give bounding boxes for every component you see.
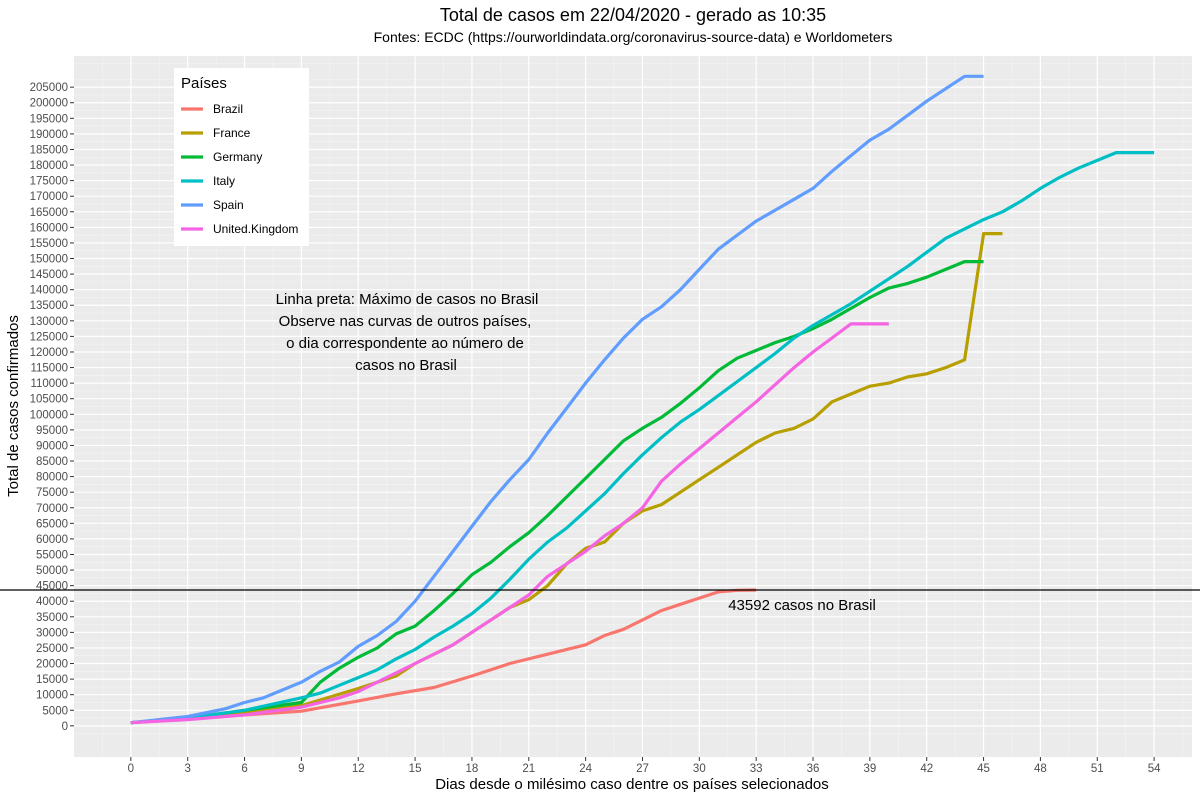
x-tick-label: 15 <box>409 763 422 775</box>
annotation-line-4: casos no Brasil <box>355 357 457 374</box>
x-axis-title: Dias desde o milésimo caso dentre os paí… <box>435 776 829 793</box>
y-tick-label: 55000 <box>36 549 68 561</box>
series-line-germany <box>130 260 984 725</box>
x-tick-label: 54 <box>1148 763 1161 775</box>
y-tick-label: 185000 <box>30 144 68 156</box>
y-tick-label: 145000 <box>30 269 68 281</box>
y-tick-label: 95000 <box>36 425 68 437</box>
y-tick-label: 180000 <box>30 160 68 172</box>
y-tick-label: 105000 <box>30 394 68 406</box>
x-tick-label: 24 <box>579 763 592 775</box>
y-tick-label: 70000 <box>36 503 68 515</box>
y-tick-label: 65000 <box>36 518 68 530</box>
legend-label-germany: Germany <box>213 150 262 164</box>
x-tick-label: 51 <box>1091 763 1104 775</box>
series-line-italy <box>130 151 1155 725</box>
y-tick-label: 170000 <box>30 191 68 203</box>
x-tick-label: 18 <box>466 763 479 775</box>
y-tick-label: 35000 <box>36 612 68 624</box>
y-tick-label: 120000 <box>30 347 68 359</box>
y-axis-title: Total de casos confirmados <box>5 315 22 497</box>
x-tick-label: 33 <box>750 763 763 775</box>
annotation-line-3: o dia correspondente ao número de <box>286 335 524 352</box>
series-line-spain <box>130 74 984 725</box>
series-line-united-kingdom <box>130 322 889 725</box>
y-tick-label: 60000 <box>36 534 68 546</box>
x-axis: 0 3 6 9 12 15 18 21 24 27 30 33 36 39 42 45 48 51 54 <box>128 757 1161 775</box>
y-tick-label: 40000 <box>36 596 68 608</box>
y-tick-label: 5000 <box>42 705 68 717</box>
x-tick-label: 12 <box>352 763 365 775</box>
x-tick-label: 27 <box>636 763 649 775</box>
y-tick-label: 45000 <box>36 581 68 593</box>
legend-label-brazil: Brazil <box>213 102 243 116</box>
y-tick-label: 85000 <box>36 456 68 468</box>
y-tick-label: 165000 <box>30 207 68 219</box>
y-tick-label: 75000 <box>36 487 68 499</box>
legend: Países Brazil France Germany Italy Spain Unit… <box>174 68 309 246</box>
legend-label-spain: Spain <box>213 198 244 212</box>
y-tick-label: 200000 <box>30 98 68 110</box>
y-axis: 0 5000 10000 15000 20000 25000 30000 35000 40000… <box>30 82 74 733</box>
y-tick-label: 190000 <box>30 129 68 141</box>
y-tick-label: 80000 <box>36 472 68 484</box>
legend-title: Países <box>181 75 227 92</box>
y-tick-label: 155000 <box>30 238 68 250</box>
y-tick-label: 110000 <box>30 378 68 390</box>
y-tick-label: 160000 <box>30 222 68 234</box>
y-tick-label: 175000 <box>30 176 68 188</box>
y-tick-label: 100000 <box>30 409 68 421</box>
y-tick-label: 50000 <box>36 565 68 577</box>
x-tick-label: 3 <box>184 763 190 775</box>
legend-label-united-kingdom: United.Kingdom <box>213 222 298 236</box>
x-tick-label: 45 <box>977 763 990 775</box>
annotation-brazil-label: 43592 casos no Brasil <box>728 597 876 614</box>
chart-title: Total de casos em 22/04/2020 - gerado as… <box>440 5 826 25</box>
y-tick-label: 135000 <box>30 300 68 312</box>
x-tick-label: 9 <box>298 763 304 775</box>
annotation-line-2: Observe nas curvas de outros países, <box>279 313 532 330</box>
y-tick-label: 0 <box>62 721 68 733</box>
y-tick-label: 10000 <box>36 690 68 702</box>
y-tick-label: 205000 <box>30 82 68 94</box>
annotation-line-1: Linha preta: Máximo de casos no Brasil <box>276 291 539 308</box>
legend-label-france: France <box>213 126 251 140</box>
annotation-note: Linha preta: Máximo de casos no Brasil O… <box>276 291 539 374</box>
y-tick-label: 130000 <box>30 316 68 328</box>
y-tick-label: 140000 <box>30 285 68 297</box>
y-tick-label: 15000 <box>36 674 68 686</box>
y-tick-label: 20000 <box>36 659 68 671</box>
y-tick-label: 150000 <box>30 254 68 266</box>
x-tick-label: 42 <box>920 763 933 775</box>
chart-subtitle: Fontes: ECDC (https://ourworldindata.org… <box>374 29 893 45</box>
x-tick-label: 0 <box>128 763 134 775</box>
y-tick-label: 90000 <box>36 440 68 452</box>
x-tick-label: 39 <box>863 763 876 775</box>
legend-label-italy: Italy <box>213 174 235 188</box>
y-tick-label: 125000 <box>30 331 68 343</box>
x-tick-label: 21 <box>522 763 535 775</box>
x-tick-label: 48 <box>1034 763 1047 775</box>
x-tick-label: 30 <box>693 763 706 775</box>
y-tick-label: 115000 <box>30 363 68 375</box>
series-line-brazil <box>130 588 757 725</box>
x-tick-label: 6 <box>241 763 247 775</box>
y-tick-label: 195000 <box>30 113 68 125</box>
series-group <box>130 74 1155 725</box>
y-tick-label: 25000 <box>36 643 68 655</box>
x-tick-label: 36 <box>807 763 820 775</box>
y-tick-label: 30000 <box>36 627 68 639</box>
